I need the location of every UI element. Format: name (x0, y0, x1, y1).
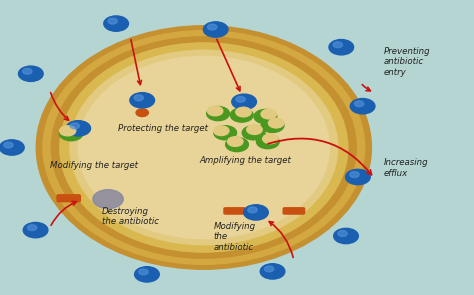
Circle shape (346, 169, 370, 185)
Circle shape (203, 22, 228, 37)
Circle shape (236, 107, 251, 117)
Circle shape (136, 109, 148, 117)
Circle shape (247, 125, 262, 135)
Circle shape (230, 108, 253, 122)
Circle shape (23, 68, 32, 74)
Ellipse shape (42, 30, 365, 265)
Circle shape (333, 42, 343, 48)
Circle shape (264, 266, 274, 272)
Circle shape (70, 123, 80, 129)
Circle shape (242, 126, 265, 140)
Circle shape (350, 172, 359, 178)
Ellipse shape (59, 42, 348, 253)
Circle shape (60, 126, 76, 136)
Circle shape (208, 24, 217, 30)
Circle shape (256, 135, 279, 149)
Circle shape (334, 228, 358, 244)
Text: Destroying
the antibiotic: Destroying the antibiotic (102, 207, 159, 227)
Circle shape (228, 137, 243, 146)
Circle shape (0, 140, 24, 155)
Circle shape (248, 207, 257, 213)
Circle shape (355, 101, 364, 107)
Circle shape (260, 264, 285, 279)
FancyBboxPatch shape (283, 207, 305, 215)
Circle shape (268, 118, 284, 128)
Circle shape (66, 121, 91, 136)
Ellipse shape (78, 56, 330, 239)
Circle shape (329, 40, 354, 55)
Circle shape (261, 109, 276, 119)
Circle shape (338, 231, 347, 237)
Text: Increasing
efflux: Increasing efflux (384, 158, 428, 178)
Text: Modifying
the
antibiotic: Modifying the antibiotic (213, 222, 255, 252)
Circle shape (261, 118, 284, 132)
Circle shape (93, 190, 123, 209)
Circle shape (4, 142, 13, 148)
Circle shape (350, 99, 375, 114)
Circle shape (236, 96, 246, 102)
FancyBboxPatch shape (56, 194, 81, 202)
Circle shape (207, 106, 223, 116)
Circle shape (27, 225, 37, 231)
Circle shape (207, 106, 229, 121)
Circle shape (213, 126, 229, 135)
Circle shape (135, 267, 159, 282)
Circle shape (130, 93, 155, 108)
FancyBboxPatch shape (223, 207, 246, 215)
Circle shape (232, 94, 256, 109)
Circle shape (226, 137, 248, 152)
Text: Protecting the target: Protecting the target (118, 124, 209, 133)
Ellipse shape (69, 50, 338, 245)
Circle shape (59, 126, 83, 141)
Ellipse shape (36, 25, 372, 270)
Circle shape (18, 66, 43, 81)
Text: Preventing
antibiotic
entry: Preventing antibiotic entry (384, 47, 430, 77)
Ellipse shape (51, 36, 357, 259)
Circle shape (104, 16, 128, 31)
Circle shape (254, 109, 277, 124)
Circle shape (214, 126, 237, 140)
Circle shape (139, 269, 148, 275)
Circle shape (134, 95, 144, 101)
Text: Amplifying the target: Amplifying the target (199, 156, 291, 165)
Circle shape (23, 222, 48, 238)
Circle shape (244, 205, 268, 220)
Circle shape (263, 134, 278, 144)
Text: Modifying the target: Modifying the target (50, 161, 138, 170)
Circle shape (108, 18, 118, 24)
